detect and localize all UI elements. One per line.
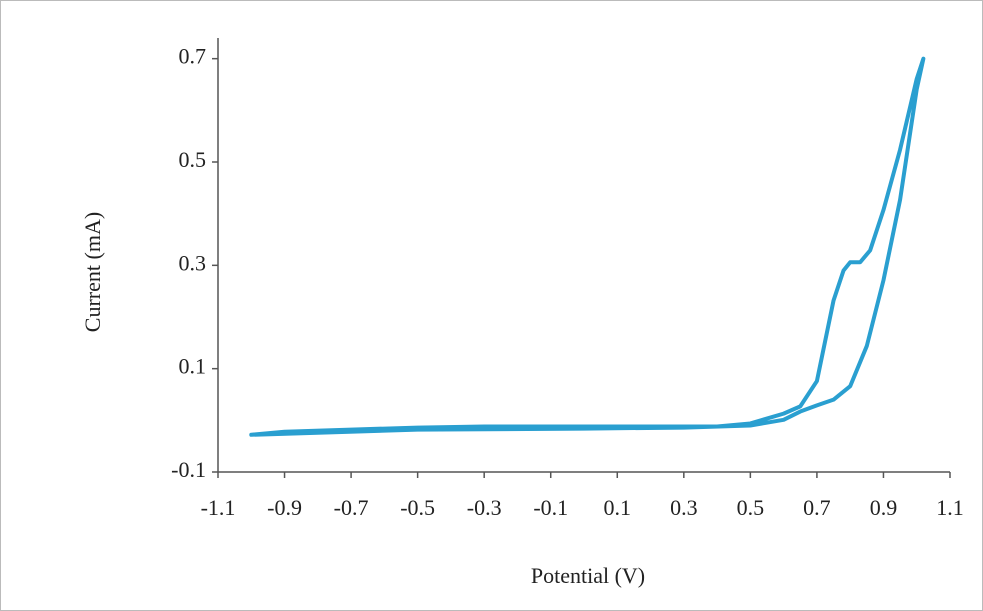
cv-curve: [249, 56, 926, 437]
y-tick-label: 0.3: [179, 250, 207, 275]
x-tick-label: -0.5: [400, 495, 435, 520]
x-tick-label: 0.1: [604, 495, 632, 520]
y-tick-label: 0.5: [179, 147, 207, 172]
x-tick-label: -0.3: [467, 495, 502, 520]
x-tick-label: 0.5: [737, 495, 765, 520]
y-tick-label: 0.7: [179, 44, 207, 69]
x-tick-label: 0.3: [670, 495, 698, 520]
x-axis-label: Potential (V): [531, 563, 645, 588]
x-tick-label: 0.9: [870, 495, 898, 520]
x-tick-label: -0.9: [267, 495, 302, 520]
x-tick-label: 0.7: [803, 495, 831, 520]
x-tick-label: -0.1: [533, 495, 568, 520]
y-tick-label: 0.1: [179, 354, 207, 379]
y-axis-label: Current (mA): [80, 212, 105, 332]
x-tick-label: -0.7: [334, 495, 369, 520]
x-tick-label: -1.1: [201, 495, 236, 520]
y-tick-label: -0.1: [171, 457, 206, 482]
x-tick-label: 1.1: [936, 495, 964, 520]
